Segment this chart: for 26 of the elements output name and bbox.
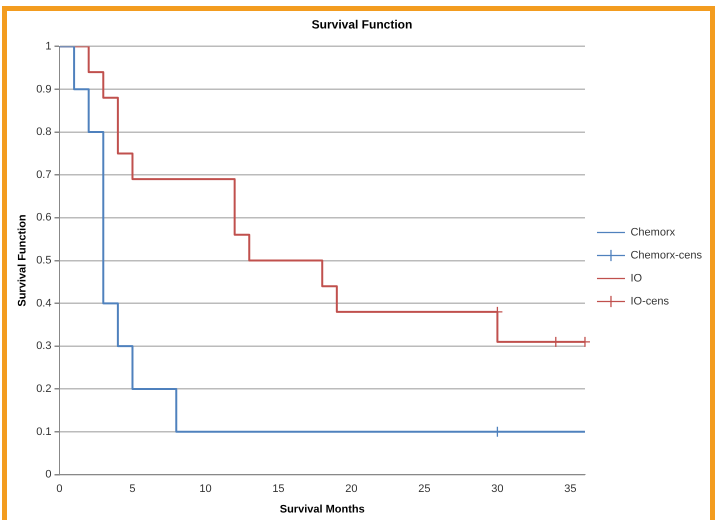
x-tick-label: 5 bbox=[129, 483, 136, 496]
x-tick-label: 0 bbox=[56, 483, 63, 496]
y-tick-label: 0.9 bbox=[36, 83, 52, 96]
y-tick-label: 0 bbox=[45, 468, 52, 481]
x-tick-label: 35 bbox=[564, 483, 577, 496]
x-tick-label: 10 bbox=[199, 483, 212, 496]
y-tick-label: 1 bbox=[45, 40, 52, 52]
x-axis-title: Survival Months bbox=[280, 503, 365, 516]
y-tick-label: 0.4 bbox=[36, 297, 52, 310]
x-tick-label: 15 bbox=[272, 483, 285, 496]
legend-label: Chemorx-cens bbox=[630, 250, 702, 262]
legend-label: IO bbox=[630, 272, 643, 285]
y-tick-label: 0.6 bbox=[36, 212, 52, 224]
y-axis-title: Survival Function bbox=[16, 214, 29, 307]
x-tick-label: 20 bbox=[345, 483, 358, 496]
x-tick-label: 30 bbox=[491, 483, 504, 496]
legend-label: IO-cens bbox=[630, 296, 670, 308]
y-tick-label: 0.3 bbox=[36, 340, 52, 352]
y-tick-label: 0.1 bbox=[36, 426, 52, 438]
chart-title: Survival Function bbox=[312, 18, 412, 32]
legend-label: Chemorx bbox=[630, 226, 676, 239]
y-tick-label: 0.2 bbox=[36, 382, 52, 395]
y-tick-label: 0.8 bbox=[36, 126, 52, 138]
y-tick-label: 0.7 bbox=[36, 168, 52, 181]
x-tick-label: 25 bbox=[418, 483, 431, 496]
y-tick-label: 0.5 bbox=[36, 254, 52, 267]
